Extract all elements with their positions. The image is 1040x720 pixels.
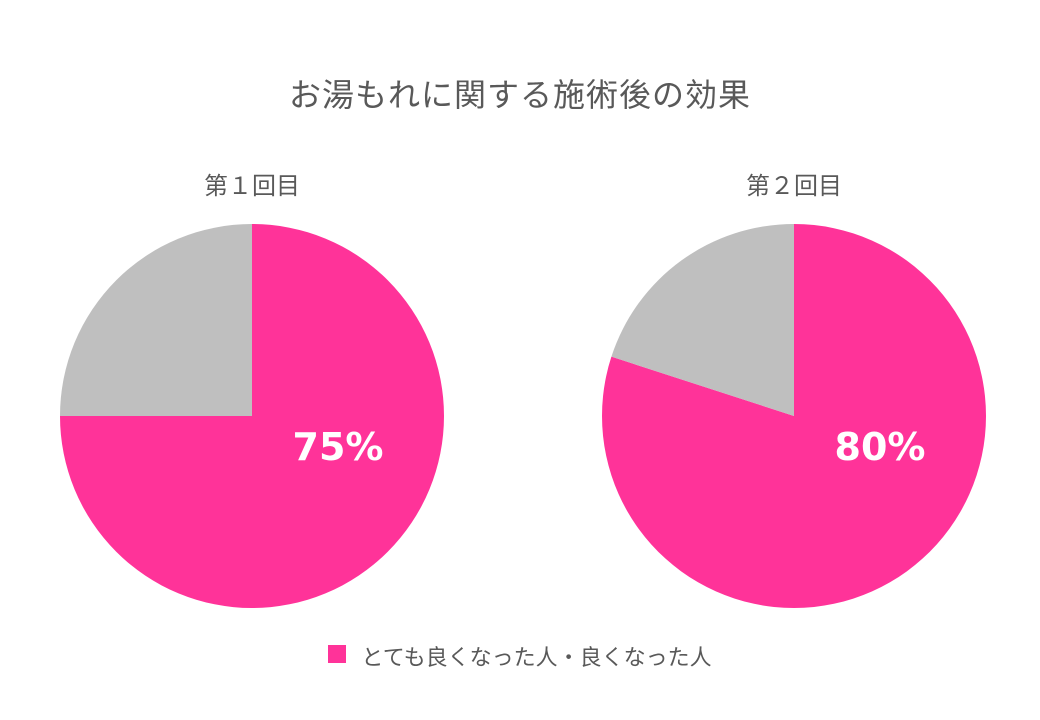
pie-chart-1: 75% (60, 224, 444, 608)
pie-title-1: 第１回目 (204, 172, 300, 200)
pie-chart-2: 80% (602, 224, 987, 608)
pie-2-data-label: 80% (835, 425, 926, 469)
legend-swatch (328, 645, 347, 663)
legend: とても良くなった人・良くなった人 (0, 640, 1040, 672)
legend-label: とても良くなった人・良くなった人 (361, 646, 712, 671)
pie-1-slice-2 (60, 224, 252, 416)
pie-1-data-label: 75% (293, 425, 384, 469)
pie-2-slice-1 (602, 224, 987, 608)
pie-title-2: 第２回目 (746, 172, 842, 200)
pie-2-slice-2 (611, 224, 794, 416)
chart-title: お湯もれに関する施術後の効果 (288, 76, 751, 114)
